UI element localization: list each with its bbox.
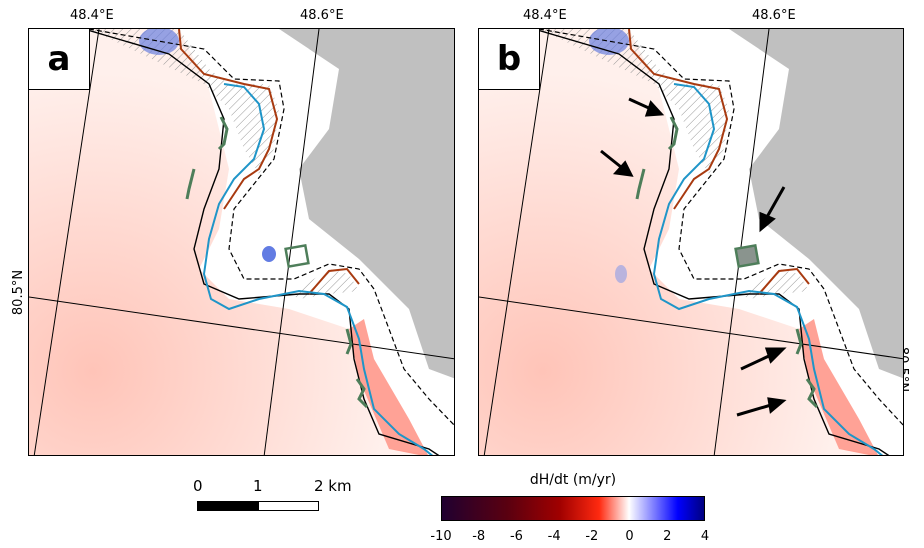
colorbar-tick-label: 0 bbox=[625, 529, 634, 544]
hatched-retreat-upper bbox=[89, 29, 279, 174]
arrow-1-shaft bbox=[628, 97, 652, 111]
green-outline-3 bbox=[345, 328, 353, 355]
front-line-brown bbox=[178, 29, 279, 210]
arrow-4-head bbox=[764, 347, 787, 364]
scale-bar bbox=[197, 501, 319, 511]
map-canvas-a bbox=[29, 29, 454, 455]
parallel-80-5 bbox=[29, 296, 454, 360]
front-line-brown bbox=[628, 29, 729, 210]
arrow-group bbox=[600, 97, 787, 417]
colorbar-tick-label: 4 bbox=[700, 529, 710, 544]
panel-label-a: a bbox=[29, 29, 90, 90]
colorbar bbox=[441, 496, 705, 521]
green-outline-box bbox=[284, 243, 310, 269]
colorbar-tick-label: 2 bbox=[663, 529, 672, 544]
parallel-80-5 bbox=[479, 296, 903, 360]
thickening-patch-mid bbox=[262, 246, 276, 262]
hatched-retreat-upper bbox=[539, 29, 729, 174]
green-outline-3 bbox=[795, 328, 803, 355]
lon-label-48-4-b: 48.4°E bbox=[523, 8, 567, 23]
front-line-cyan bbox=[202, 83, 434, 455]
arrow-5-head bbox=[767, 397, 787, 414]
green-outline-2 bbox=[185, 168, 196, 200]
scale-label-2: 2 km bbox=[314, 477, 352, 495]
front-line-cyan bbox=[652, 83, 884, 455]
arrow-3-shaft bbox=[765, 186, 786, 218]
colorbar-tick-label: -6 bbox=[509, 529, 523, 544]
front-line-black bbox=[83, 29, 440, 455]
green-outline-4 bbox=[805, 378, 819, 409]
colorbar-title: dH/dt (m/yr) bbox=[529, 472, 617, 488]
thickening-patch-mid bbox=[615, 265, 627, 283]
scale-label-0: 0 bbox=[193, 477, 203, 495]
front-line-black bbox=[533, 29, 890, 455]
front-line-brown-lower bbox=[758, 267, 810, 295]
green-outline-2 bbox=[635, 168, 646, 200]
arrow-5-shaft bbox=[736, 403, 772, 417]
arrow-4-shaft bbox=[740, 353, 772, 371]
meridian-48-4 bbox=[33, 29, 100, 455]
map-panel-a: a bbox=[28, 28, 455, 456]
meridian-48-4 bbox=[483, 29, 550, 455]
colorbar-tick-label: -2 bbox=[585, 529, 599, 544]
colorbar-tick-label: -8 bbox=[472, 529, 486, 544]
dashed-boundary bbox=[88, 29, 454, 426]
scale-label-1: 1 bbox=[253, 477, 263, 495]
lat-label-a: 80.5°N bbox=[11, 269, 27, 316]
map-panel-b: b bbox=[478, 28, 904, 456]
green-outline-4 bbox=[355, 378, 369, 409]
arrow-2-shaft bbox=[600, 149, 622, 169]
green-outline-1 bbox=[217, 116, 229, 151]
arrow-1-head bbox=[644, 100, 665, 117]
lon-label-48-6-a: 48.6°E bbox=[300, 8, 344, 23]
thinning-band bbox=[799, 319, 878, 455]
meridian-48-6 bbox=[263, 29, 320, 455]
colorbar-tick-label: -10 bbox=[430, 529, 452, 544]
lon-label-48-4-a: 48.4°E bbox=[70, 8, 114, 23]
arrow-2-head bbox=[612, 160, 634, 177]
map-canvas-b bbox=[479, 29, 903, 455]
colorbar-tick-label: -4 bbox=[547, 529, 561, 544]
thinning-band bbox=[349, 319, 428, 455]
green-outline-1 bbox=[667, 116, 679, 151]
panel-label-b: b bbox=[479, 29, 540, 90]
arrow-3-head bbox=[759, 211, 776, 233]
scale-bar-black-segment bbox=[198, 502, 259, 510]
green-outline-box bbox=[734, 243, 760, 269]
lon-label-48-6-b: 48.6°E bbox=[752, 8, 796, 23]
land-area bbox=[279, 29, 454, 379]
dashed-boundary bbox=[538, 29, 903, 426]
front-line-brown-lower bbox=[308, 267, 360, 295]
land-area bbox=[729, 29, 903, 379]
meridian-48-6 bbox=[713, 29, 770, 455]
